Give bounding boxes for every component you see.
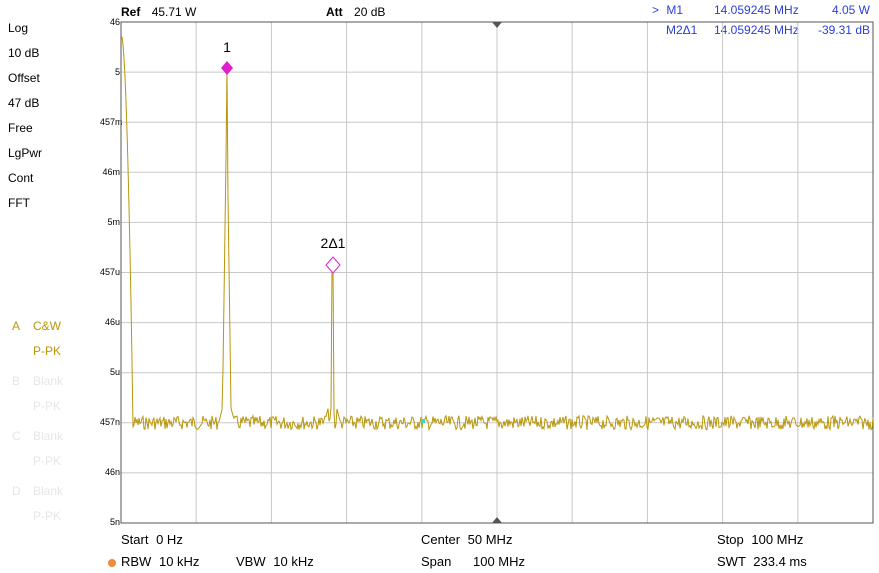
span-label: Span (421, 554, 452, 569)
center-top-indicator (492, 22, 502, 28)
stop-label: Stop (717, 532, 744, 547)
marker-1-value: 4.05 W (831, 3, 870, 17)
trace-c-id[interactable]: C (12, 429, 21, 443)
span[interactable]: Span 100 MHz (421, 554, 525, 569)
vbw-value: 10 kHz (273, 554, 314, 569)
trace-c-name[interactable]: Blank (33, 429, 64, 443)
y-tick-label: 46n (104, 467, 120, 477)
stop-value: 100 MHz (751, 532, 804, 547)
center-bottom-indicator (492, 517, 502, 523)
center-label: Center (421, 532, 461, 547)
trace-a-line (121, 36, 874, 432)
marker-1-label: 1 (223, 39, 231, 55)
att-label: Att (326, 5, 343, 19)
marker-1-diamond[interactable] (221, 61, 233, 75)
ref-level[interactable]: Ref 45.71 W (121, 5, 196, 19)
y-tick-label: 5u (109, 367, 120, 377)
marker-2-label: 2Δ1 (321, 235, 346, 251)
y-tick-label: 457n (100, 417, 121, 427)
rbw[interactable]: RBW 10 kHz (121, 554, 199, 569)
marker-2-value: -39.31 dB (817, 23, 870, 37)
marker-1-readout[interactable]: > M1 (652, 3, 683, 17)
rbw-value: 10 kHz (158, 554, 200, 569)
trace-b-name[interactable]: Blank (33, 374, 64, 388)
trace-a-detector[interactable]: P-PK (33, 344, 62, 358)
trace-b-id[interactable]: B (12, 374, 21, 388)
setting-range[interactable]: 10 dB (8, 46, 40, 60)
rbw-label: RBW (121, 554, 152, 569)
setting-trigger[interactable]: Free (8, 121, 33, 135)
att-value: 20 dB (354, 5, 386, 19)
marker-2-name[interactable]: M2Δ1 (666, 23, 698, 37)
y-tick-label: 5m (107, 217, 120, 227)
y-tick-label: 46m (102, 167, 120, 177)
start-freq[interactable]: Start 0 Hz (121, 532, 183, 547)
swt-value: 233.4 ms (753, 554, 807, 569)
ref-label: Ref (121, 5, 141, 19)
marker-1-name: M1 (666, 3, 684, 17)
marker-2-diamond[interactable] (325, 256, 341, 274)
marker-1-freq: 14.059245 MHz (714, 3, 799, 17)
start-value: 0 Hz (156, 532, 183, 547)
setting-scale[interactable]: Log (8, 21, 29, 35)
trace-d-id[interactable]: D (12, 484, 21, 498)
trace-a-name[interactable]: C&W (33, 319, 61, 333)
y-tick-label: 46u (104, 317, 120, 327)
swt[interactable]: SWT 233.4 ms (717, 554, 807, 569)
start-label: Start (121, 532, 149, 547)
y-tick-label: 457u (100, 267, 121, 277)
swt-label: SWT (717, 554, 746, 569)
span-value: 100 MHz (473, 554, 526, 569)
trace-c-detector[interactable]: P-PK (33, 454, 62, 468)
center-dot (421, 419, 425, 423)
y-tick-label: 46 (109, 17, 120, 27)
y-tick-label: 5n (109, 517, 120, 527)
trace-d-detector[interactable]: P-PK (33, 509, 62, 523)
setting-offset-value[interactable]: 47 dB (8, 96, 40, 110)
y-tick-label: 457m (100, 117, 123, 127)
ref-value: 45.71 W (151, 5, 197, 19)
center-value: 50 MHz (467, 532, 513, 547)
attenuation[interactable]: Att 20 dB (326, 5, 385, 19)
y-tick-label: 5 (114, 67, 120, 77)
trace-d-name[interactable]: Blank (33, 484, 64, 498)
vbw-label: VBW (236, 554, 266, 569)
center-freq[interactable]: Center 50 MHz (421, 532, 512, 547)
stop-freq[interactable]: Stop 100 MHz (717, 532, 803, 547)
setting-sweep[interactable]: Cont (8, 171, 34, 185)
trace-a-id[interactable]: A (12, 319, 21, 333)
setting-mode[interactable]: FFT (8, 196, 30, 210)
setting-offset-label[interactable]: Offset (8, 71, 40, 85)
vbw[interactable]: VBW 10 kHz (236, 554, 314, 569)
marker-2-freq: 14.059245 MHz (714, 23, 799, 37)
marker-1-prefix: > (652, 3, 660, 17)
rbw-status-icon (108, 559, 116, 567)
grid (121, 22, 873, 523)
trace-b-detector[interactable]: P-PK (33, 399, 62, 413)
setting-unit[interactable]: LgPwr (8, 146, 43, 160)
